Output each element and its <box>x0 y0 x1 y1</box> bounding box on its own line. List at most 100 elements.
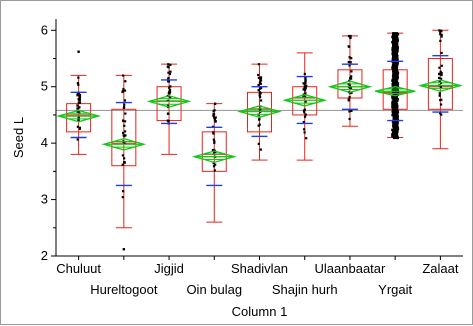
data-point <box>123 120 127 123</box>
data-point <box>348 96 351 99</box>
x-tick-label: Shajin hurh <box>272 282 338 297</box>
data-point <box>124 130 127 133</box>
data-point <box>257 89 260 92</box>
data-point <box>257 63 261 66</box>
data-point <box>350 75 353 78</box>
data-point <box>168 88 172 92</box>
data-point <box>302 95 305 98</box>
data-point <box>304 76 307 80</box>
data-point <box>212 131 215 134</box>
data-point <box>304 80 307 83</box>
data-point <box>349 34 352 38</box>
data-point <box>438 80 441 83</box>
data-point <box>350 70 353 73</box>
data-point <box>258 96 262 99</box>
data-point <box>303 128 306 131</box>
data-point <box>213 169 216 172</box>
data-point <box>169 63 172 66</box>
x-tick-label: Oin bulag <box>186 282 242 297</box>
data-point <box>123 161 126 164</box>
x-tick-label: Jigjid <box>154 261 184 276</box>
outlier-point <box>122 248 126 251</box>
data-point <box>123 103 126 106</box>
data-point <box>304 78 307 81</box>
data-point <box>213 140 216 143</box>
y-tick-label: 6 <box>41 22 48 37</box>
data-point <box>212 138 215 141</box>
data-point <box>257 73 260 77</box>
box-group-shajin-hurh <box>282 52 328 161</box>
data-point <box>440 33 443 36</box>
data-point <box>347 34 351 38</box>
data-point <box>124 112 127 115</box>
data-point <box>348 56 351 59</box>
data-point <box>211 149 215 152</box>
data-point <box>169 96 172 100</box>
data-point <box>438 66 441 69</box>
data-point <box>212 152 216 155</box>
data-point <box>349 61 352 64</box>
data-point <box>438 73 441 76</box>
data-point <box>122 190 125 193</box>
data-point <box>78 93 82 97</box>
data-point <box>167 80 171 83</box>
x-tick-label: Chuluut <box>56 261 101 276</box>
data-point <box>439 70 442 73</box>
data-point <box>213 118 217 121</box>
data-point <box>439 85 443 89</box>
data-point <box>257 83 260 87</box>
x-tick-label: Zalaat <box>422 261 459 276</box>
outlier-point <box>77 50 80 53</box>
data-point <box>214 163 217 166</box>
data-point <box>257 124 260 127</box>
data-point <box>122 131 125 135</box>
data-point <box>77 118 80 122</box>
data-point <box>348 64 351 67</box>
data-point <box>167 71 170 74</box>
data-point <box>439 112 442 115</box>
y-tick-label: 2 <box>41 248 48 263</box>
data-point <box>303 85 306 88</box>
box-group-shadivlan <box>237 63 282 161</box>
data-point <box>77 106 80 109</box>
data-point <box>348 86 351 90</box>
data-point <box>440 64 443 67</box>
data-point <box>76 82 79 85</box>
data-point <box>350 91 353 94</box>
data-point <box>348 117 351 121</box>
data-point <box>121 90 124 94</box>
data-point <box>123 135 126 138</box>
data-point <box>78 127 81 130</box>
data-point <box>167 63 170 66</box>
data-point <box>124 80 127 83</box>
data-point <box>169 85 172 88</box>
data-point <box>121 154 124 157</box>
data-point <box>304 100 307 103</box>
data-point <box>438 29 441 32</box>
data-point <box>78 95 82 98</box>
box-group-hureltogoot <box>101 74 147 251</box>
data-point <box>303 83 306 86</box>
data-point <box>439 29 442 32</box>
data-point <box>212 162 215 165</box>
data-point <box>348 84 351 87</box>
data-point <box>259 76 262 79</box>
data-point <box>213 141 216 144</box>
y-tick-label: 4 <box>41 135 48 150</box>
box-group-oin-bulag <box>191 102 237 223</box>
y-tick-label: 5 <box>41 79 48 94</box>
data-point <box>304 95 307 99</box>
y-axis-ticks: 2 3 4 5 6 <box>41 22 56 263</box>
data-point <box>350 57 353 60</box>
data-point <box>122 87 125 91</box>
data-point <box>259 148 262 151</box>
data-point <box>440 113 443 116</box>
data-point <box>213 116 216 119</box>
data-point <box>258 93 261 96</box>
data-point <box>347 98 350 101</box>
data-point <box>168 86 171 89</box>
data-point <box>123 157 126 160</box>
data-point <box>123 105 126 109</box>
data-point <box>349 87 353 90</box>
data-point <box>304 92 307 95</box>
